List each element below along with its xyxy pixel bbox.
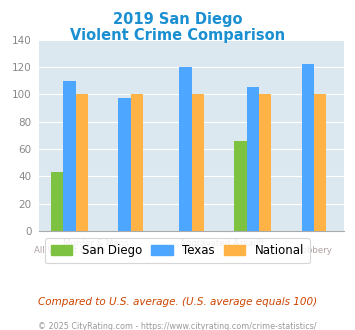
- Bar: [180, 67, 192, 231]
- Bar: [76, 94, 88, 231]
- Legend: San Diego, Texas, National: San Diego, Texas, National: [45, 238, 310, 263]
- Bar: [247, 87, 259, 231]
- Text: Rape: Rape: [181, 246, 203, 255]
- Text: © 2025 CityRating.com - https://www.cityrating.com/crime-statistics/: © 2025 CityRating.com - https://www.city…: [38, 322, 317, 330]
- Text: Robbery: Robbery: [296, 246, 332, 255]
- Bar: [302, 64, 314, 231]
- Text: Violent Crime Comparison: Violent Crime Comparison: [70, 28, 285, 43]
- Bar: [131, 94, 143, 231]
- Text: Murder & Mans...: Murder & Mans...: [63, 239, 137, 248]
- Bar: [234, 141, 247, 231]
- Bar: [64, 81, 76, 231]
- Text: Compared to U.S. average. (U.S. average equals 100): Compared to U.S. average. (U.S. average …: [38, 297, 317, 307]
- Text: Aggravated Assault: Aggravated Assault: [180, 239, 264, 248]
- Bar: [314, 94, 326, 231]
- Bar: [51, 172, 64, 231]
- Text: 2019 San Diego: 2019 San Diego: [113, 12, 242, 26]
- Bar: [259, 94, 271, 231]
- Text: All Violent Crime: All Violent Crime: [34, 246, 105, 255]
- Bar: [192, 94, 204, 231]
- Bar: [119, 98, 131, 231]
